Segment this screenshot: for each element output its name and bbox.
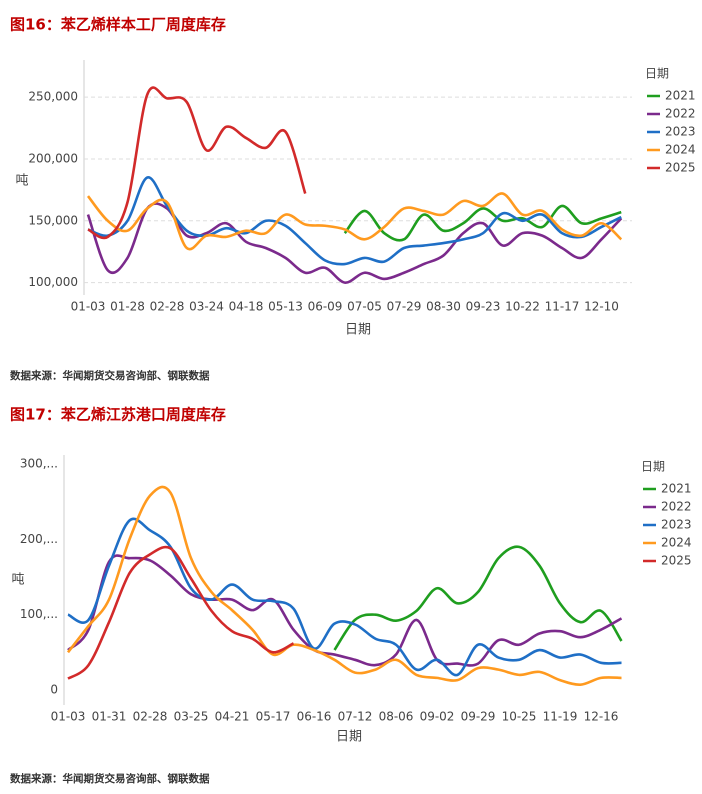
x-tick-label: 01-03 [51,710,86,724]
legend-label: 2023 [665,125,696,139]
y-tick-label: 250,000 [28,90,78,104]
legend-label: 2024 [665,143,696,157]
source-note: 数据来源：华闻期货交易咨询部、钢联数据 [9,772,210,785]
x-tick-label: 09-29 [461,710,496,724]
x-tick-label: 09-23 [466,300,501,314]
source-note: 数据来源：华闻期货交易咨询部、钢联数据 [9,369,210,382]
x-tick-label: 04-21 [215,710,250,724]
series-line [87,176,622,266]
x-axis-label: 日期 [336,730,362,745]
y-tick-label: 300,... [20,457,58,471]
legend-title: 日期 [641,460,665,474]
x-tick-label: 12-10 [584,300,619,314]
x-tick-label: 07-05 [347,300,382,314]
x-tick-label: 11-19 [543,710,578,724]
legend-label: 2021 [665,89,696,103]
x-tick-label: 06-16 [297,710,332,724]
y-tick-label: 0 [50,682,58,696]
legend-label: 2023 [661,518,692,532]
x-tick-label: 04-18 [229,300,264,314]
y-axis-label: 吨 [15,174,28,189]
y-tick-label: 100,... [20,607,58,621]
x-tick-label: 08-06 [379,710,414,724]
legend-label: 2024 [661,536,692,550]
x-tick-label: 01-03 [71,300,106,314]
x-tick-label: 12-16 [584,710,619,724]
series-line [67,554,623,667]
x-tick-label: 05-17 [256,710,291,724]
x-tick-label: 03-25 [174,710,209,724]
y-tick-label: 200,... [20,532,58,546]
x-tick-label: 11-17 [545,300,580,314]
legend-label: 2021 [661,482,692,496]
x-tick-label: 10-22 [505,300,540,314]
chart-title: 图17：苯乙烯江苏港口周度库存 [10,406,226,424]
series-line [343,204,622,242]
legend-label: 2022 [665,107,696,121]
x-tick-label: 10-25 [502,710,537,724]
legend-label: 2025 [665,161,696,175]
series-line [67,545,295,680]
legend-title: 日期 [645,67,669,81]
legend-label: 2025 [661,554,692,568]
x-tick-label: 09-02 [420,710,455,724]
legend-label: 2022 [661,500,692,514]
x-tick-label: 06-09 [308,300,343,314]
x-tick-label: 07-29 [387,300,422,314]
series-line [66,485,622,686]
y-tick-label: 200,000 [28,151,78,165]
x-tick-label: 08-30 [426,300,461,314]
x-tick-label: 02-28 [150,300,185,314]
y-tick-label: 150,000 [28,213,78,227]
series-line [87,86,307,240]
x-tick-label: 03-24 [189,300,224,314]
x-tick-label: 01-28 [110,300,145,314]
x-axis-label: 日期 [345,323,371,338]
y-axis-label: 吨 [11,573,24,588]
x-tick-label: 07-12 [338,710,373,724]
x-tick-label: 01-31 [92,710,127,724]
chart-title: 图16：苯乙烯样本工厂周度库存 [10,16,226,34]
x-tick-label: 05-13 [268,300,303,314]
series-line [333,545,623,651]
series-line [86,192,623,251]
x-tick-label: 02-28 [133,710,168,724]
y-tick-label: 100,000 [28,275,78,289]
series-line [67,517,622,677]
